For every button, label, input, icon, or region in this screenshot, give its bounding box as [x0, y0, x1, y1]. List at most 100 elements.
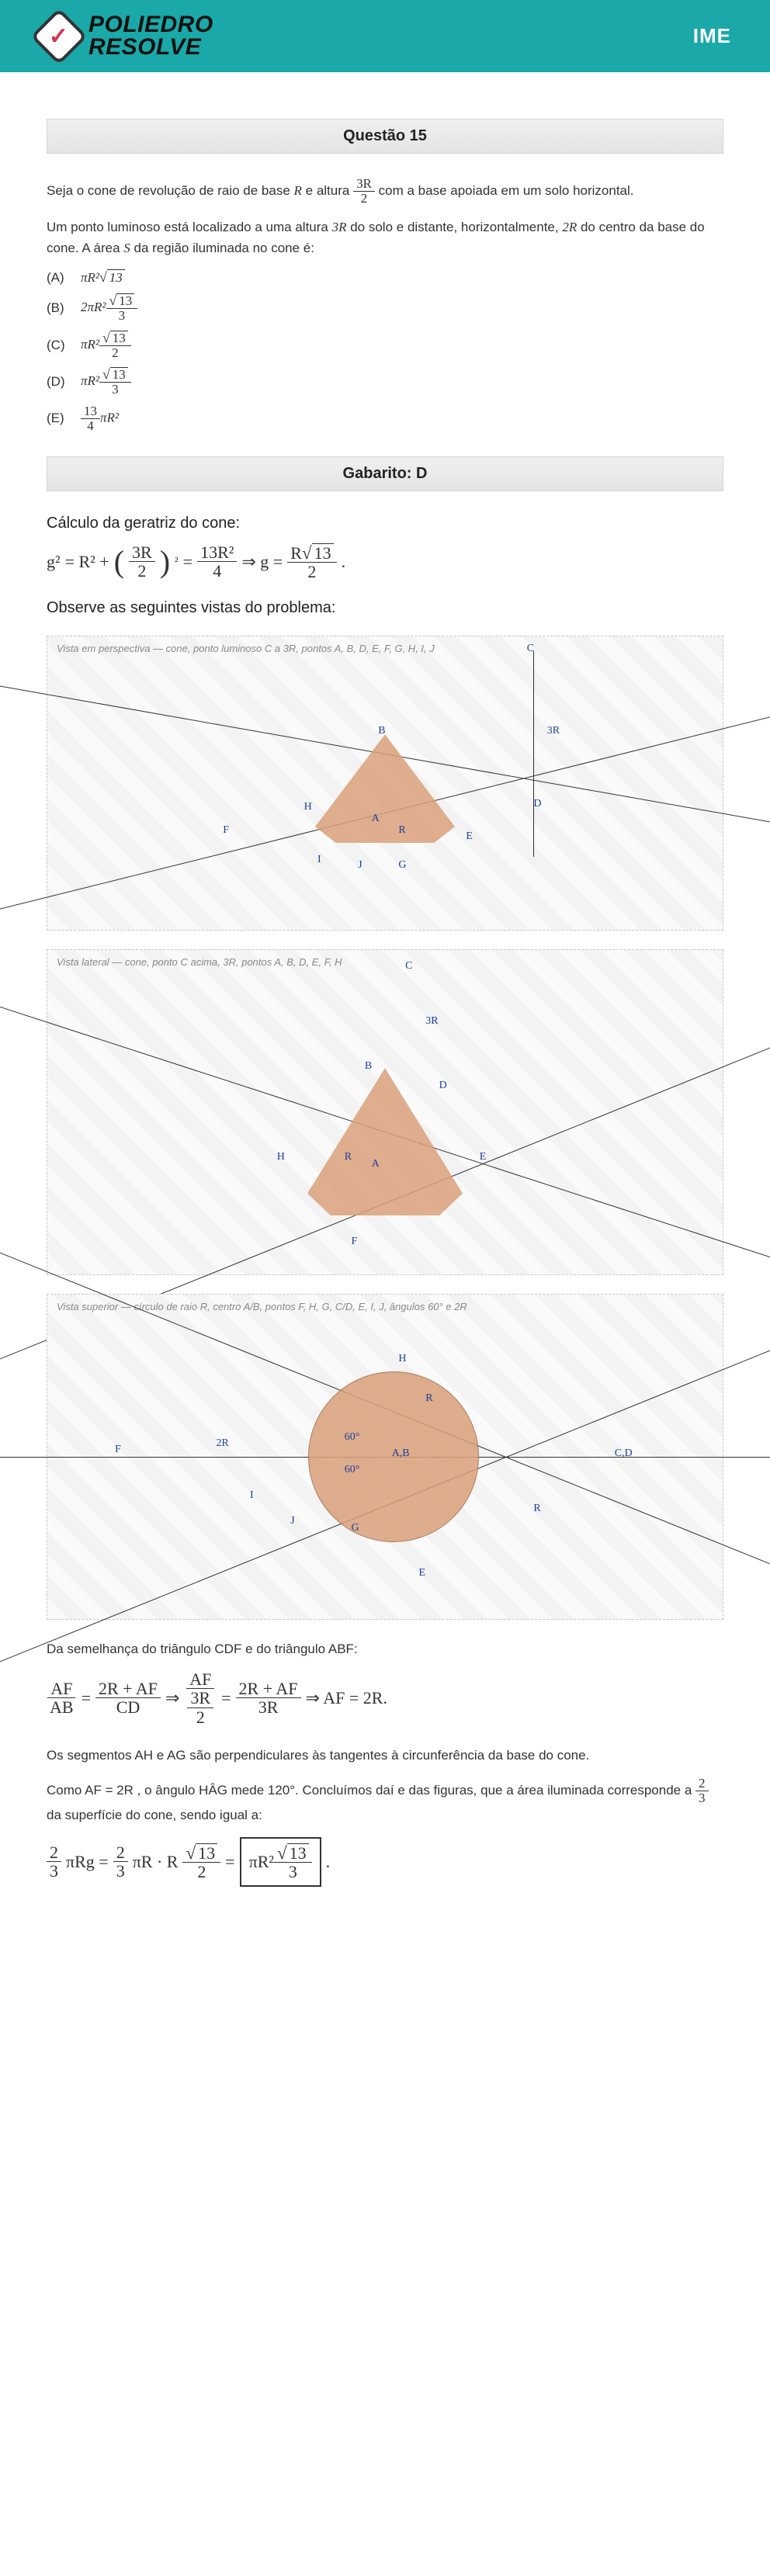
label-B: B [365, 1060, 372, 1073]
equation-final: 2 3 πRg = 2 3 πR · R 13 2 = πR² 13 3 . [47, 1837, 723, 1887]
frac-den: 3R [255, 1698, 282, 1716]
logo-mark: ✓ [30, 8, 88, 65]
sqrt-icon: 13 [186, 1843, 217, 1862]
nested-fraction: 3R 2 [187, 1689, 213, 1725]
label-E: E [419, 1567, 426, 1579]
sqrt-body: 13 [196, 1843, 217, 1862]
frac-den: 3 [47, 1862, 61, 1880]
label-R: R [398, 824, 405, 837]
figure-perspective: Vista em perspectiva — cone, ponto lumin… [47, 636, 723, 931]
fraction: 13 2 [99, 331, 131, 360]
height-line [533, 651, 534, 857]
label-B: B [378, 725, 385, 737]
frac-den: 2 [134, 562, 149, 580]
label-AB: A,B [392, 1447, 410, 1460]
solution-angle-text: Como AF = 2R , o ângulo HÂG mede 120°. C… [47, 1777, 723, 1826]
label-E: E [480, 1151, 487, 1163]
boxed-answer: πR² 13 3 [240, 1837, 321, 1887]
eq-part: ⇒ g = [241, 552, 283, 572]
label-2R: 2R [217, 1437, 229, 1450]
figure-caption: Vista lateral — cone, ponto C acima, 3R,… [57, 956, 342, 968]
option-expr: πR² 13 3 [81, 367, 131, 397]
label-R: R [425, 1392, 432, 1405]
cone-shape [315, 734, 455, 843]
equation-similarity: AF AB = 2R + AF CD ⇒ AF 3R 2 = 2R + AF 3… [47, 1670, 723, 1725]
eq-part: ⇒ [165, 1688, 179, 1708]
frac-num: 13 [274, 1843, 312, 1863]
fraction-3R-2: 3R 2 [353, 177, 375, 206]
label-E: E [466, 830, 473, 843]
sqrt-icon: 13 [109, 293, 135, 308]
coef: πR² [100, 410, 119, 425]
exam-label: IME [693, 24, 731, 48]
label-J: J [290, 1515, 294, 1527]
sqrt-body: 13 [116, 293, 134, 308]
stmt-text: da região iluminada no cone é: [134, 241, 314, 255]
option-letter: (E) [47, 411, 70, 426]
text: da superfície do cone, sendo igual a: [47, 1808, 262, 1822]
frac-den: 2 [193, 1708, 208, 1726]
label-H: H [398, 1353, 406, 1365]
frac-den: 3R 2 [184, 1689, 217, 1725]
label-H: H [277, 1151, 285, 1163]
brand-line2: RESOLVE [88, 36, 213, 59]
var-S: S [123, 241, 130, 255]
brand-line1: POLIEDRO [88, 14, 213, 36]
frac-den: 4 [210, 562, 224, 580]
option-expr: 2πR² 13 3 [81, 293, 137, 323]
sqrt-icon: 13 [102, 367, 128, 382]
label-G: G [352, 1522, 359, 1534]
fraction: 2 3 [113, 1843, 128, 1880]
eq-part: . [326, 1852, 331, 1872]
logo-text: POLIEDRO RESOLVE [88, 14, 213, 58]
fraction: 13R² 4 [197, 543, 237, 580]
label-I: I [317, 854, 321, 866]
eq-part: . [342, 552, 346, 572]
fraction: 13 3 [106, 293, 138, 323]
var-3R: 3R [332, 220, 347, 234]
frac-den: 2 [358, 192, 371, 206]
coef: πR² [81, 337, 99, 352]
frac-den: 3 [116, 309, 129, 323]
frac-den: 3 [113, 1862, 128, 1880]
fraction: 13 2 [182, 1843, 220, 1881]
stmt-text: e altura [306, 183, 353, 198]
label-R: R [345, 1151, 352, 1163]
option-expr: πR²13 [81, 269, 125, 286]
frac-num: 13 [99, 367, 131, 383]
label-CD: C,D [615, 1447, 633, 1460]
frac-num: 3R [129, 543, 155, 562]
fraction: 2 3 [47, 1843, 61, 1880]
sqrt-icon: 13 [277, 1843, 309, 1862]
option-B: (B) 2πR² 13 3 [47, 293, 723, 323]
frac-num: 2 [47, 1843, 61, 1862]
eq-part: πR · R [133, 1852, 179, 1872]
option-expr: πR² 13 2 [81, 331, 131, 360]
label-G: G [398, 859, 406, 872]
fraction: AF AB [47, 1680, 77, 1716]
figure-top: Vista superior — círculo de raio R, cent… [47, 1294, 723, 1620]
frac-num: R13 [287, 543, 336, 563]
label-3R: 3R [425, 1015, 438, 1028]
figure-caption: Vista superior — círculo de raio R, cent… [57, 1301, 467, 1312]
eq-part: πRg = [66, 1852, 109, 1872]
label-C: C [527, 643, 534, 655]
coef: 2πR² [81, 300, 106, 314]
eq-part: ⇒ AF = 2R. [306, 1688, 387, 1708]
equation-generatrix: g² = R² + ( 3R 2 )² = 13R² 4 ⇒ g = R13 2… [47, 543, 723, 581]
fraction: 13 4 [81, 404, 100, 433]
frac-den: 2 [109, 346, 122, 360]
label-H: H [304, 801, 312, 813]
fraction: 2R + AF CD [95, 1680, 161, 1716]
var-2R: 2R [562, 220, 577, 234]
solution-heading-2: Observe as seguintes vistas do problema: [47, 599, 723, 617]
question-statement-1: Seja o cone de revolução de raio de base… [47, 177, 723, 206]
sqrt-body: 13 [110, 367, 128, 382]
frac-den: 3 [286, 1863, 300, 1881]
fraction: R13 2 [287, 543, 336, 581]
eq-part: g² [47, 552, 61, 572]
frac-den: 3 [109, 383, 122, 397]
option-letter: (B) [47, 300, 70, 316]
options-list: (A) πR²13 (B) 2πR² 13 3 (C) πR² 13 2 [47, 269, 723, 433]
frac-den: 4 [84, 419, 97, 433]
